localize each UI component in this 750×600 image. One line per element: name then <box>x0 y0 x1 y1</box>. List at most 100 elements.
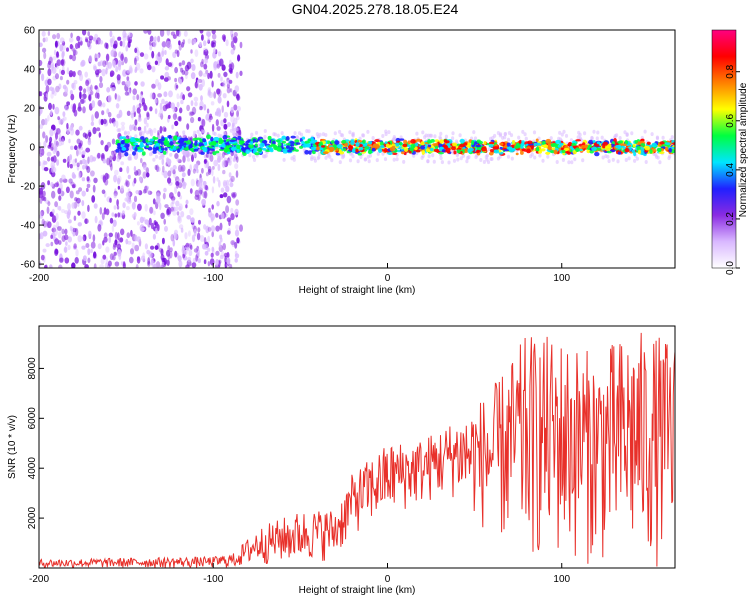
spectrogram-cell <box>234 153 238 158</box>
spectrogram-cell <box>509 133 514 138</box>
spectrogram-cell <box>545 151 551 155</box>
spectrogram-cell <box>176 211 180 216</box>
spectrogram-cell <box>357 152 362 156</box>
spectrogram-cell <box>177 164 183 173</box>
spectrogram-cell <box>250 132 254 137</box>
spectrogram-cell <box>153 127 157 134</box>
spectrogram-cell <box>395 157 399 162</box>
spectrogram-cell <box>85 187 89 192</box>
spectrogram-cell <box>44 264 48 268</box>
spectrogram-cell <box>236 105 241 112</box>
spectrogram-cell <box>236 93 240 101</box>
spectrogram-cell <box>427 154 431 159</box>
spectrogram-cell <box>235 199 240 206</box>
spectrogram-cell <box>570 160 574 165</box>
spectrogram-cell <box>51 190 56 199</box>
spectrogram-cell <box>183 70 189 76</box>
spectrogram-cell <box>105 257 109 265</box>
spectrogram-cell <box>145 172 150 178</box>
spectrogram-cell <box>319 141 323 146</box>
spectrogram-cell <box>368 141 373 145</box>
spectrogram-cell <box>92 234 96 243</box>
spectrogram-cell <box>412 153 416 158</box>
spectrogram-cell <box>64 104 69 110</box>
spectrogram-cell <box>273 132 277 137</box>
spectrogram-cell <box>39 106 43 115</box>
spectrogram-cell <box>211 186 215 194</box>
spectrogram-cell <box>321 145 326 148</box>
spectrogram-cell <box>586 149 591 154</box>
spectrogram-cell <box>410 143 416 149</box>
spectrogram-cell <box>204 244 209 250</box>
spectrogram-cell <box>452 158 457 163</box>
spectrogram-cell <box>102 254 107 260</box>
spectrogram-cell <box>215 119 219 127</box>
spectrogram-cell <box>431 153 435 158</box>
spectrogram-cell <box>125 191 131 198</box>
spectrogram-cell <box>188 152 192 157</box>
spectrogram-cell <box>355 148 359 153</box>
spectrogram-cell <box>154 154 159 159</box>
spectrogram-cell <box>47 221 52 229</box>
spectrogram-panel: -200 -100 0 100 60 40 20 0 -20 -40 -60 Height of s… <box>7 26 676 296</box>
spectrogram-cell <box>439 131 443 136</box>
spectrogram-cell <box>304 150 310 155</box>
spectrogram-cell <box>231 33 234 42</box>
spectrogram-cell <box>135 190 140 195</box>
spectrogram-cell <box>114 213 118 218</box>
spectrogram-cell <box>503 149 510 152</box>
spectrogram-cell <box>275 139 281 143</box>
spectrogram-cell <box>276 146 282 152</box>
spectrogram-cell <box>268 147 274 152</box>
spectrogram-cell <box>668 147 672 153</box>
spectrogram-cell <box>155 227 158 234</box>
spectrogram-cell <box>210 252 214 258</box>
spectrogram-cell <box>280 131 284 136</box>
spectrogram-cell <box>190 58 194 64</box>
spectrogram-cell <box>134 81 138 86</box>
spectrogram-cell <box>63 234 69 241</box>
colorbar-tick-label: 0.6 <box>725 113 736 127</box>
spectrogram-cell <box>233 32 238 37</box>
spectrogram-cell <box>82 255 87 262</box>
spectrogram-cell <box>59 37 65 44</box>
spectrogram-cell <box>195 163 199 169</box>
spectrogram-cell <box>189 244 193 250</box>
spectrogram-cell <box>58 132 62 140</box>
spectrogram-cell <box>259 142 265 148</box>
spectrogram-cell <box>117 175 122 183</box>
spectrogram-cell <box>52 103 55 110</box>
spectrogram-cell <box>212 48 217 54</box>
spectrogram-cell <box>196 248 200 257</box>
spectrogram-cell <box>163 218 166 225</box>
spectrogram-cell <box>383 157 388 162</box>
spectrogram-cell <box>134 47 138 54</box>
spectrogram-cell <box>197 117 201 122</box>
spectrogram-cell <box>203 40 207 47</box>
spectrogram-cell <box>140 255 146 261</box>
spectrogram-cell <box>149 152 153 157</box>
spectrogram-cell <box>166 249 171 257</box>
spectrogram-cell <box>133 177 137 184</box>
spectrogram-cell <box>143 189 147 194</box>
spectrogram-cell <box>147 189 150 195</box>
spectrogram-cell <box>71 82 75 89</box>
spectrogram-cell <box>82 234 87 242</box>
spectrogram-cell <box>444 134 448 139</box>
spectrogram-cell <box>48 141 52 148</box>
spectrogram-cell <box>226 87 231 94</box>
spectrogram-cell <box>183 152 187 157</box>
spectrogram-cell <box>516 142 520 147</box>
spectrogram-cell <box>131 242 135 250</box>
spectrogram-y-tick-label: -40 <box>21 221 36 232</box>
spectrogram-cell <box>219 194 224 199</box>
spectrogram-cell <box>187 92 193 98</box>
spectrogram-cell <box>219 222 223 231</box>
spectrogram-cell <box>564 145 569 149</box>
spectrogram-cell <box>163 141 168 146</box>
spectrogram-cell <box>152 233 156 240</box>
spectrogram-cell <box>120 185 124 192</box>
spectrogram-cell <box>254 143 258 147</box>
spectrogram-cell <box>133 165 137 173</box>
spectrogram-cell <box>145 167 149 174</box>
